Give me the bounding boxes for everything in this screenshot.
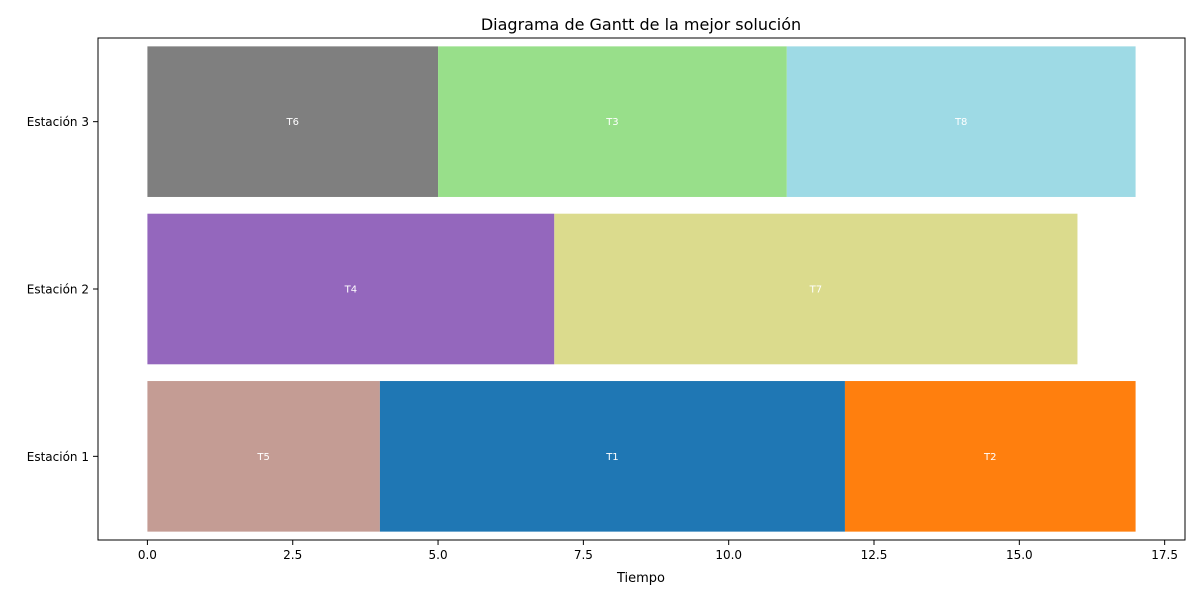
bar-t4 xyxy=(147,213,555,365)
x-tick-label: 12.5 xyxy=(861,548,888,562)
y-tick-label: Estación 3 xyxy=(27,115,89,129)
bar-labels-layer: T5 T1 T2 T4 T7 T6 T3 T8 xyxy=(256,117,996,463)
x-tick-label: 0.0 xyxy=(138,548,157,562)
x-tick-label: 10.0 xyxy=(715,548,742,562)
bar-label-t1: T1 xyxy=(605,452,618,463)
bar-label-t6: T6 xyxy=(285,117,298,128)
bar-t6 xyxy=(147,46,439,197)
y-axis: Estación 1 Estación 2 Estación 3 xyxy=(27,115,98,464)
bar-t1 xyxy=(379,381,845,532)
bar-label-t8: T8 xyxy=(954,117,967,128)
bar-t7 xyxy=(554,213,1078,365)
x-tick-label: 2.5 xyxy=(283,548,302,562)
y-tick-label: Estación 1 xyxy=(27,450,89,464)
bar-label-t7: T7 xyxy=(809,285,822,296)
bar-t5 xyxy=(147,381,380,532)
y-tick-label: Estación 2 xyxy=(27,283,89,297)
x-tick-label: 17.5 xyxy=(1151,548,1178,562)
bar-label-t3: T3 xyxy=(605,117,618,128)
bar-label-t5: T5 xyxy=(256,452,269,463)
bar-t8 xyxy=(786,46,1136,197)
x-tick-label: 5.0 xyxy=(429,548,448,562)
bar-label-t4: T4 xyxy=(344,285,357,296)
x-axis: 0.0 2.5 5.0 7.5 10.0 12.5 15.0 17.5 xyxy=(138,540,1178,562)
bars-layer xyxy=(147,46,1136,532)
bar-label-t2: T2 xyxy=(983,452,996,463)
bar-t2 xyxy=(844,381,1136,532)
bar-t3 xyxy=(438,46,787,197)
x-tick-label: 15.0 xyxy=(1006,548,1033,562)
x-tick-label: 7.5 xyxy=(574,548,593,562)
chart-title: Diagrama de Gantt de la mejor solución xyxy=(481,15,801,34)
x-axis-label: Tiempo xyxy=(616,571,665,586)
